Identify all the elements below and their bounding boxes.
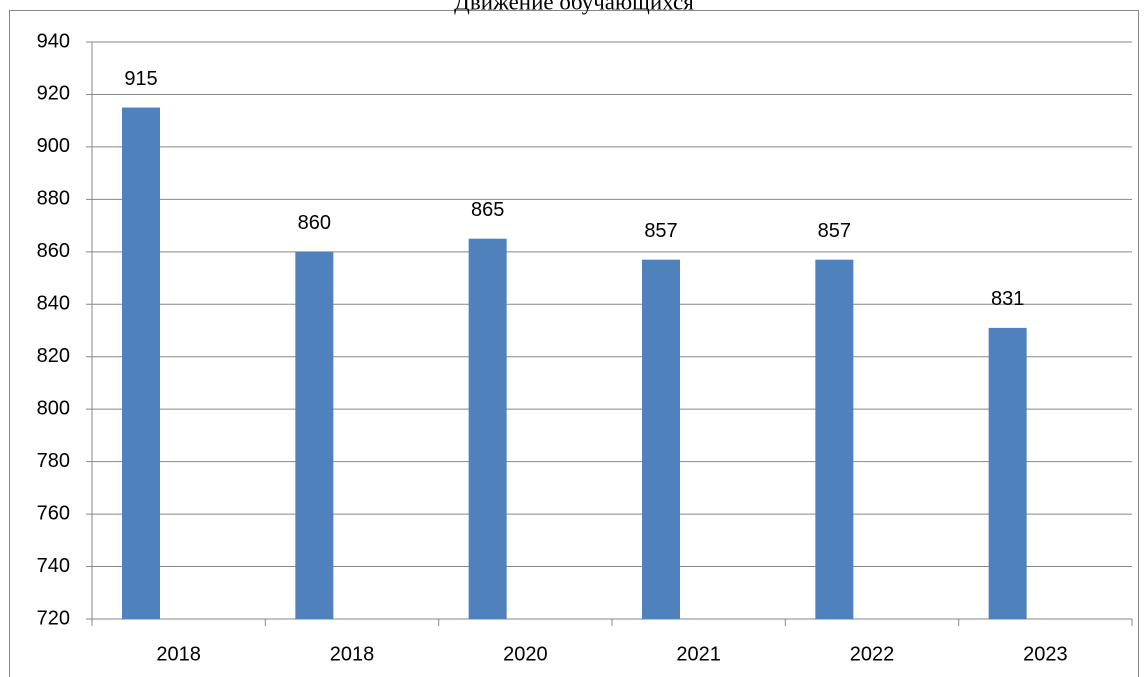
x-tick-label: 2023 bbox=[1023, 643, 1068, 665]
bar bbox=[988, 327, 1027, 619]
data-label: 857 bbox=[818, 220, 851, 242]
bar bbox=[122, 107, 160, 620]
data-label: 860 bbox=[298, 212, 331, 234]
bar bbox=[815, 259, 854, 619]
y-tick-label: 740 bbox=[37, 555, 70, 577]
bar bbox=[642, 259, 680, 619]
y-tick-label: 900 bbox=[37, 135, 70, 157]
y-tick-label: 720 bbox=[37, 607, 70, 629]
y-tick-label: 860 bbox=[37, 240, 70, 262]
x-tick-label: 2021 bbox=[676, 643, 721, 665]
data-label: 865 bbox=[471, 199, 504, 221]
y-tick-label: 920 bbox=[37, 83, 70, 105]
data-label: 857 bbox=[644, 220, 677, 242]
bar bbox=[295, 251, 334, 619]
chart-title: Движение обучающихся bbox=[454, 0, 694, 14]
x-tick-label: 2018 bbox=[156, 643, 201, 665]
data-label: 831 bbox=[991, 288, 1024, 310]
x-tick-label: 2022 bbox=[850, 643, 895, 665]
y-tick-label: 780 bbox=[37, 450, 70, 472]
x-tick-label: 2020 bbox=[503, 643, 548, 665]
y-tick-label: 840 bbox=[37, 293, 70, 315]
y-tick-label: 820 bbox=[37, 345, 70, 367]
y-tick-label: 800 bbox=[37, 397, 70, 419]
chart-frame bbox=[9, 10, 1139, 677]
data-label: 915 bbox=[124, 68, 157, 90]
x-tick-label: 2018 bbox=[330, 643, 375, 665]
y-tick-label: 880 bbox=[37, 188, 70, 210]
y-tick-label: 940 bbox=[37, 30, 70, 52]
bar bbox=[468, 238, 507, 620]
y-tick-label: 760 bbox=[37, 502, 70, 524]
